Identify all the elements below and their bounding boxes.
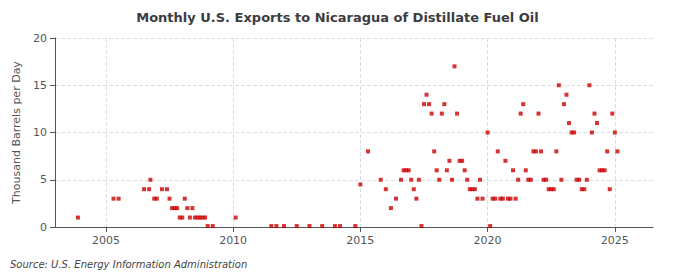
- svg-text:0: 0: [40, 221, 47, 234]
- svg-text:2005: 2005: [92, 234, 120, 247]
- svg-text:Monthly U.S. Exports to Nicara: Monthly U.S. Exports to Nicaragua of Dis…: [136, 10, 539, 25]
- svg-text:Source: U.S. Energy Informatio: Source: U.S. Energy Information Administ…: [10, 259, 247, 270]
- svg-text:2020: 2020: [474, 234, 502, 247]
- svg-text:10: 10: [33, 126, 47, 139]
- svg-text:2025: 2025: [601, 234, 629, 247]
- svg-text:Thousand Barrels per Day: Thousand Barrels per Day: [10, 61, 23, 205]
- svg-text:2015: 2015: [346, 234, 374, 247]
- svg-text:2010: 2010: [219, 234, 247, 247]
- svg-text:15: 15: [33, 79, 47, 92]
- svg-text:20: 20: [33, 32, 47, 45]
- svg-text:5: 5: [40, 173, 47, 186]
